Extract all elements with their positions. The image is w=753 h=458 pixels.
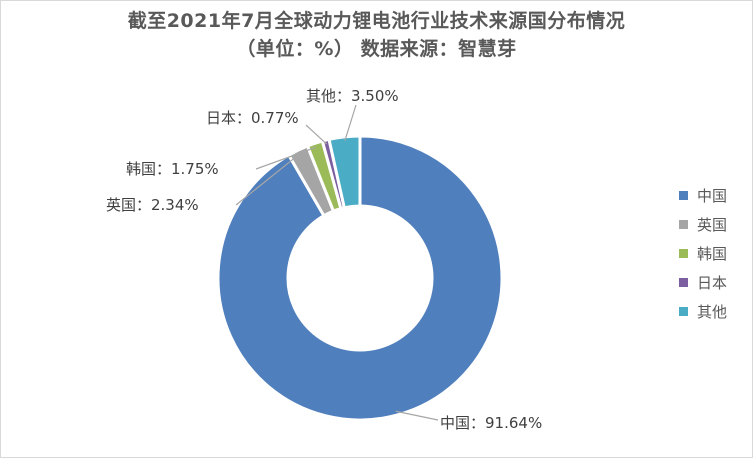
legend-label-其他: 其他 [697, 303, 727, 321]
data-label-韩国: 韩国：1.75% [126, 160, 219, 178]
chart-subtitle: （单位：%） 数据来源：智慧芽 [236, 38, 517, 60]
legend-swatch-其他 [679, 307, 688, 316]
legend-label-英国: 英国 [697, 216, 727, 234]
leader-line-日本 [305, 124, 328, 145]
legend-swatch-日本 [679, 278, 688, 287]
data-label-日本: 日本：0.77% [206, 109, 299, 127]
data-label-英国: 英国：2.34% [106, 196, 199, 214]
donut-slices [216, 134, 504, 422]
leader-line-其他 [344, 104, 357, 142]
legend-swatch-韩国 [679, 249, 688, 258]
leader-line-中国 [395, 410, 439, 421]
chart-title: 截至2021年7月全球动力锂电池行业技术来源国分布情况 [127, 10, 626, 32]
data-label-中国: 中国：91.64% [440, 414, 542, 432]
data-label-其他: 其他：3.50% [306, 87, 399, 105]
slice-中国 [216, 134, 504, 422]
legend-label-中国: 中国 [697, 187, 727, 205]
data-labels: 中国：91.64% 英国：2.34% 韩国：1.75% 日本：0.77% 其他：3.50… [106, 87, 542, 432]
leader-line-英国 [235, 153, 301, 206]
leader-lines [235, 104, 439, 421]
leader-line-韩国 [255, 146, 317, 170]
slice-其他 [327, 134, 362, 210]
legend-swatch-英国 [679, 220, 688, 229]
legend-label-日本: 日本 [697, 274, 727, 292]
legend-swatch-中国 [679, 191, 688, 200]
legend-label-韩国: 韩国 [697, 245, 727, 263]
